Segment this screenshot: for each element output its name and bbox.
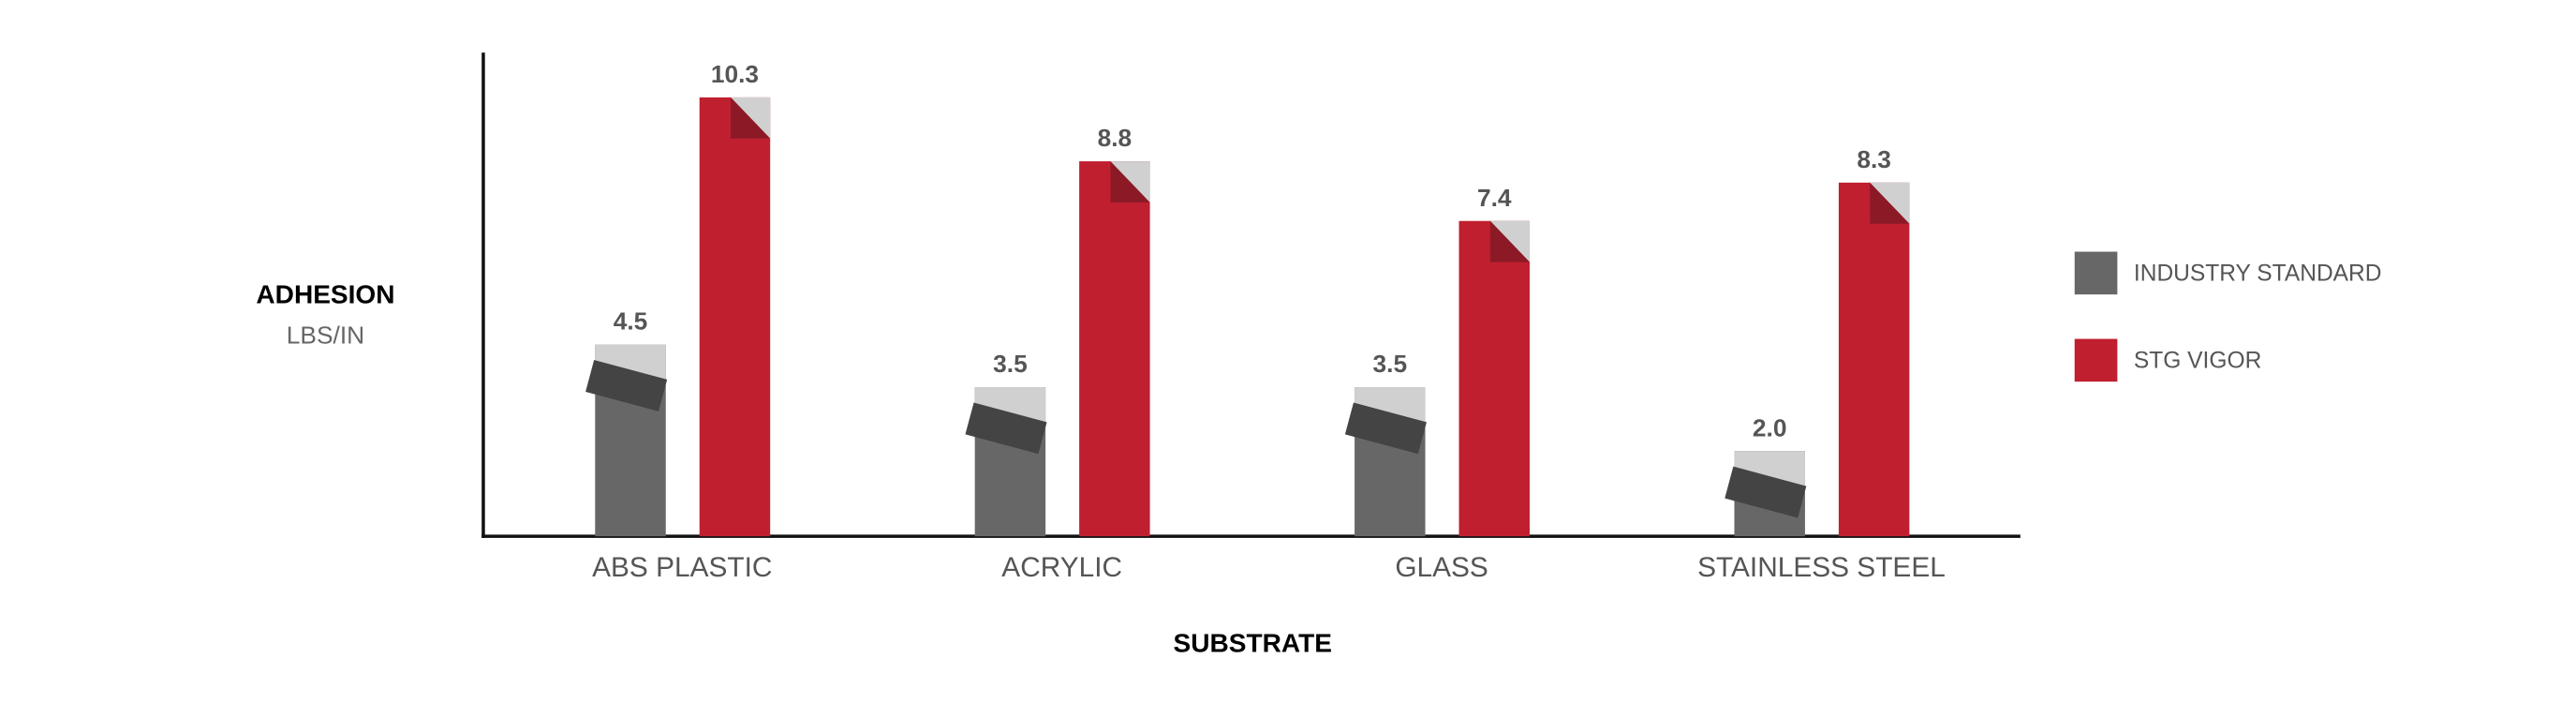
bar <box>1079 161 1150 537</box>
value-label: 10.3 <box>711 60 759 88</box>
y-axis-title: ADHESION <box>256 279 394 308</box>
x-tick-label: ABS PLASTIC <box>592 552 772 583</box>
bar <box>1838 182 1910 537</box>
x-tick-label: GLASS <box>1395 552 1488 583</box>
value-label: 2.0 <box>1753 413 1787 441</box>
x-axis-title: SUBSTRATE <box>1174 628 1332 657</box>
bar <box>699 97 771 537</box>
bar-corner <box>1870 182 1910 224</box>
bar-fold <box>1489 220 1530 262</box>
legend-swatch <box>2074 338 2118 382</box>
bar-fold <box>1110 161 1150 202</box>
value-label: 7.4 <box>1477 184 1512 212</box>
value-label: 3.5 <box>1373 350 1408 378</box>
value-label: 8.8 <box>1098 124 1133 152</box>
bar-fold <box>731 97 771 139</box>
x-tick-label: ACRYLIC <box>1001 552 1122 583</box>
legend-label: STG VIGOR <box>2134 349 2261 374</box>
value-label: 8.3 <box>1857 145 1891 173</box>
value-label: 4.5 <box>614 307 648 336</box>
legend-swatch <box>2074 251 2118 295</box>
bar-fold <box>1870 182 1910 224</box>
legend-label: INDUSTRY STANDARD <box>2134 262 2382 287</box>
bar-tape <box>585 360 668 411</box>
y-axis-unit: LBS/IN <box>287 322 364 350</box>
bar-tape <box>1344 402 1427 455</box>
value-label: 3.5 <box>993 350 1028 378</box>
bar-tape <box>1725 466 1807 518</box>
bar-tape <box>965 402 1047 455</box>
x-tick-label: STAINLESS STEEL <box>1697 552 1946 583</box>
bar <box>1458 220 1530 537</box>
